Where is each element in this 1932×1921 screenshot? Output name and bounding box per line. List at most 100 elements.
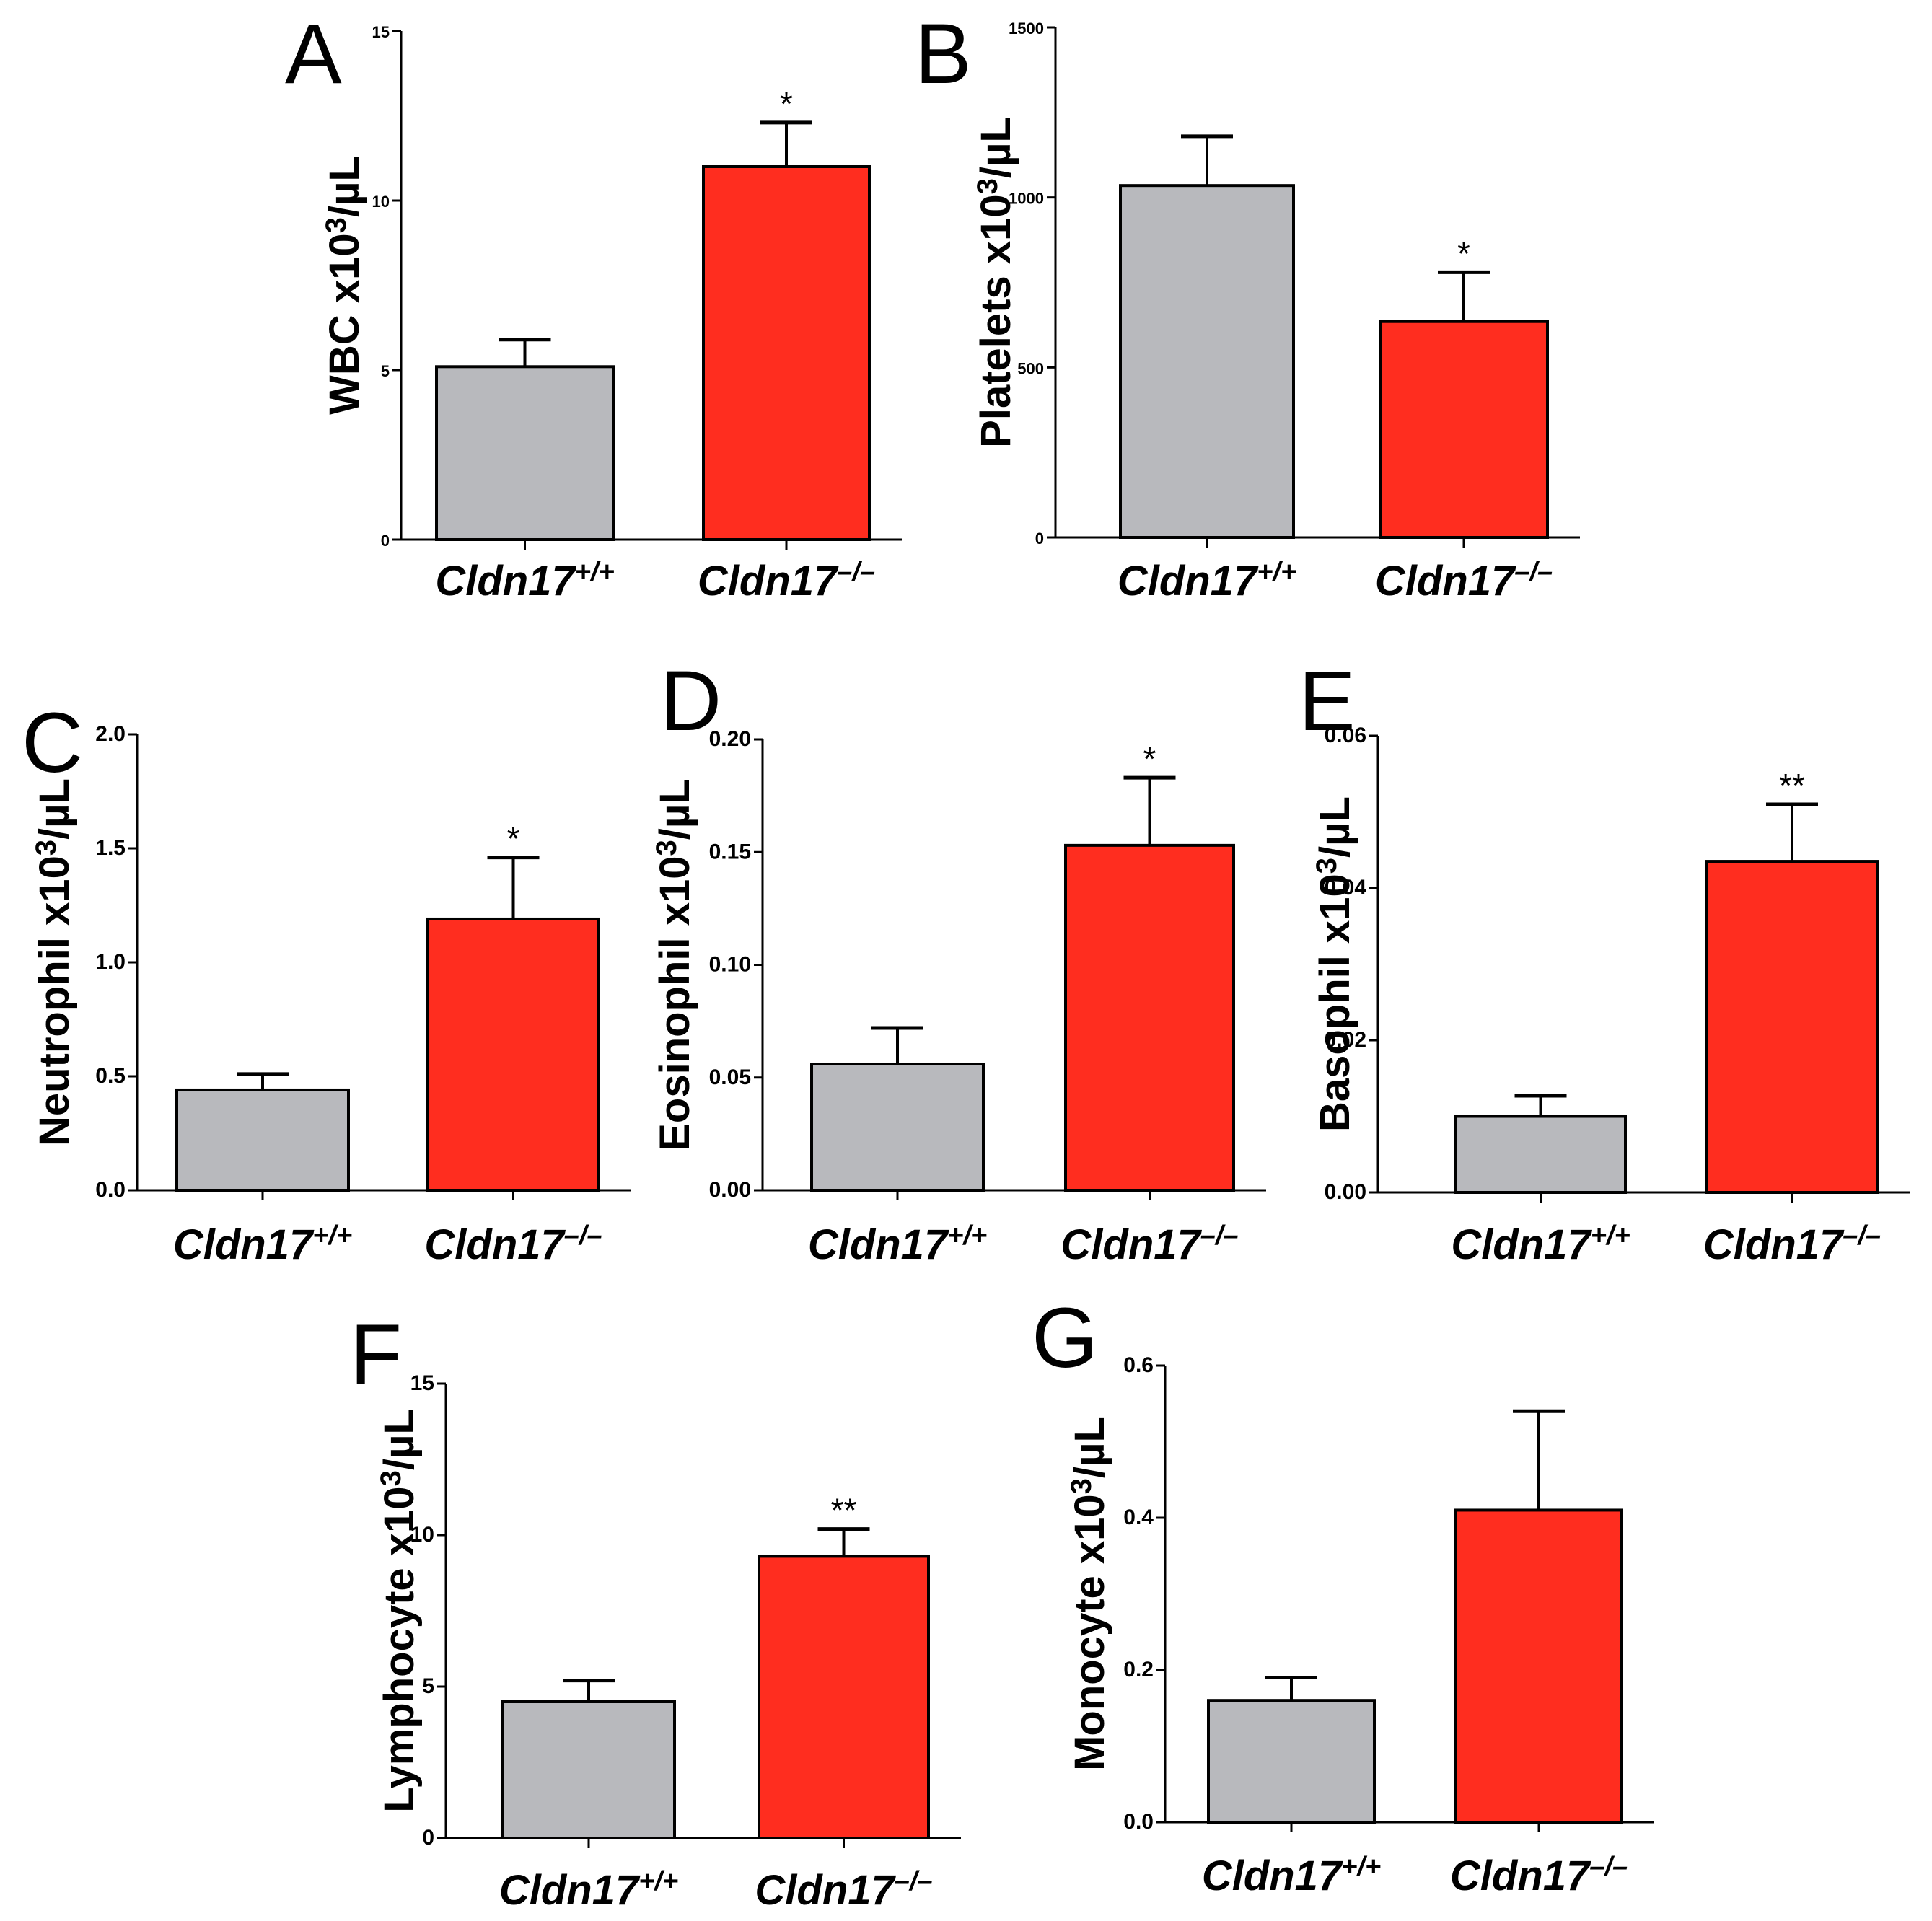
bar-knockout [702,165,871,541]
category-gene-name: Cldn17 [1202,1852,1343,1899]
y-tick-label: 0.00 [709,1178,751,1202]
x-category-label: Cldn17+/+ [808,1221,987,1268]
significance-marker: * [1143,740,1156,778]
x-category-label: Cldn17–/– [1375,557,1553,605]
y-tick-label: 0 [1035,529,1044,548]
bar-knockout [426,917,600,1192]
y-tick-label: 15 [410,1371,434,1395]
y-tick-label: 0.4 [1123,1505,1154,1529]
y-tick-label: 0.05 [709,1065,751,1089]
y-tick-label: 0.02 [1325,1028,1366,1052]
y-tick-label: 0.06 [1325,724,1366,747]
category-gene-name: Cldn17 [755,1867,896,1914]
x-category-label: Cldn17–/– [698,557,875,605]
y-axis-label-unit: /µL [321,156,368,217]
category-genotype-superscript: +/+ [575,557,615,587]
x-category-label: Cldn17–/– [1061,1221,1238,1268]
bar-wildtype [501,1700,676,1839]
bar-wildtype [1454,1115,1627,1194]
y-axis-label: Basophil x103/µL [1311,796,1358,1132]
x-category-label: Cldn17+/+ [1451,1221,1630,1268]
category-gene-name: Cldn17 [499,1867,641,1914]
y-axis-label: WBC x103/µL [320,156,368,415]
category-gene-name: Cldn17 [1118,558,1259,605]
chart-panel-c: C 0.0 0.5 1.0 1.5 2.0 Neutrophil x103/µL Cldn17… [22,695,631,1268]
significance-marker: ** [831,1492,857,1529]
y-axis-label: Lymphocyte x103/µL [375,1409,423,1813]
category-genotype-superscript: –/– [895,1866,933,1896]
significance-marker: * [507,820,520,858]
panel-label: D [660,654,721,749]
y-tick-label: 0.0 [1123,1810,1154,1834]
chart-panel-d: D 0.00 0.05 0.10 0.15 0.20 Eosinophil x103/µL C… [651,654,1266,1268]
y-tick-label: 0.04 [1325,876,1367,900]
x-category-label: Cldn17+/+ [173,1221,352,1268]
y-tick-label: 0.5 [95,1064,126,1088]
y-axis-label-superscript: 3 [320,217,352,233]
x-category-label: Cldn17–/– [1703,1221,1881,1268]
bar-wildtype [175,1088,350,1192]
y-axis-label: Neutrophil x103/µL [30,778,78,1146]
category-gene-name: Cldn17 [1451,1221,1592,1268]
y-axis-label-superscript: 3 [30,840,62,856]
y-axis-label-unit: /µL [31,778,78,840]
panel-label: A [285,6,342,102]
category-genotype-superscript: +/+ [1257,557,1296,587]
category-gene-name: Cldn17 [808,1221,949,1268]
y-axis-label-superscript: 3 [972,178,1004,194]
y-tick-label: 2.0 [95,722,126,746]
y-tick-label: 10 [372,193,390,211]
y-tick-label: 0 [381,532,390,550]
y-tick-label: 0.00 [1325,1180,1366,1204]
category-genotype-superscript: –/– [1589,1852,1628,1882]
y-tick-label: 0.10 [709,953,751,977]
significance-marker: ** [1779,767,1805,804]
y-axis-label-superscript: 3 [1066,1478,1097,1494]
bar-knockout [1064,843,1235,1192]
category-genotype-superscript: –/– [1514,557,1553,587]
bar-wildtype [435,365,615,541]
bar-knockout [758,1555,930,1839]
y-tick-label: 0.6 [1123,1353,1154,1377]
y-tick-label: 0.2 [1123,1658,1154,1682]
y-tick-label: 10 [410,1523,434,1547]
y-tick-label: 0.15 [709,840,751,863]
category-genotype-superscript: +/+ [312,1221,352,1251]
y-tick-label: 5 [381,362,390,380]
y-tick-label: 1500 [1009,19,1044,38]
y-axis-label: Eosinophil x103/µL [651,778,698,1151]
y-tick-label: 1.0 [95,950,126,974]
bar-wildtype [1119,184,1295,539]
category-gene-name: Cldn17 [1703,1221,1845,1268]
category-gene-name: Cldn17 [173,1221,315,1268]
significance-marker: * [1457,234,1470,272]
category-gene-name: Cldn17 [435,558,576,605]
bar-knockout [1454,1508,1623,1824]
y-tick-label: 0.20 [709,727,751,751]
x-category-label: Cldn17–/– [755,1866,932,1914]
category-gene-name: Cldn17 [1061,1221,1202,1268]
y-tick-label: 5 [422,1674,434,1698]
category-gene-name: Cldn17 [424,1221,566,1268]
category-genotype-superscript: –/– [1843,1221,1881,1251]
y-axis-label-superscript: 3 [375,1470,407,1486]
category-genotype-superscript: +/+ [947,1221,987,1251]
panel-label: F [350,1307,402,1402]
y-axis-label-superscript: 3 [651,840,682,856]
x-category-label: Cldn17+/+ [1202,1852,1381,1899]
y-axis-label-unit: /µL [376,1409,423,1470]
panel-label: E [1299,654,1356,749]
x-category-label: Cldn17–/– [1450,1852,1628,1899]
panel-label: C [22,695,83,791]
y-tick-label: 0 [422,1826,434,1850]
category-gene-name: Cldn17 [1375,558,1516,605]
category-genotype-superscript: +/+ [1341,1852,1381,1882]
y-axis-label-unit: /µL [1312,796,1358,858]
y-axis-label-superscript: 3 [1311,858,1343,874]
y-tick-label: 1000 [1009,190,1044,208]
category-gene-name: Cldn17 [1450,1852,1591,1899]
y-tick-label: 500 [1017,359,1044,377]
